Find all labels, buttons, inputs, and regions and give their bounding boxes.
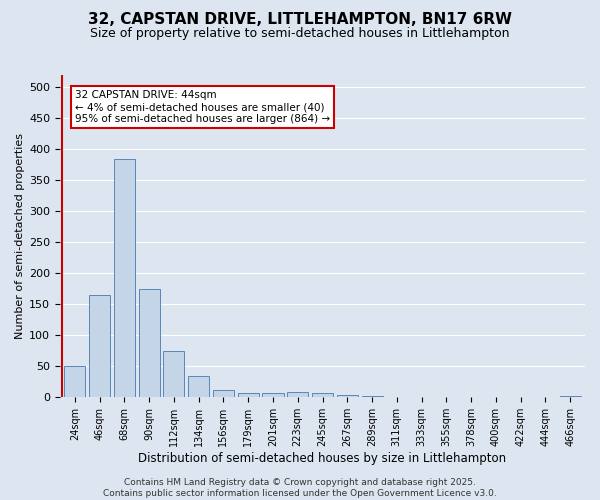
Bar <box>485 396 506 398</box>
Bar <box>213 390 234 398</box>
Text: 32 CAPSTAN DRIVE: 44sqm
← 4% of semi-detached houses are smaller (40)
95% of sem: 32 CAPSTAN DRIVE: 44sqm ← 4% of semi-det… <box>75 90 330 124</box>
Bar <box>461 396 482 398</box>
Text: Size of property relative to semi-detached houses in Littlehampton: Size of property relative to semi-detach… <box>90 28 510 40</box>
Bar <box>287 392 308 398</box>
Bar <box>64 366 85 398</box>
Bar <box>436 396 457 398</box>
Bar <box>535 396 556 398</box>
Text: Contains HM Land Registry data © Crown copyright and database right 2025.
Contai: Contains HM Land Registry data © Crown c… <box>103 478 497 498</box>
Bar <box>139 289 160 398</box>
Bar <box>188 376 209 398</box>
Y-axis label: Number of semi-detached properties: Number of semi-detached properties <box>15 133 25 339</box>
Bar <box>560 396 581 398</box>
Bar <box>262 393 284 398</box>
Text: 32, CAPSTAN DRIVE, LITTLEHAMPTON, BN17 6RW: 32, CAPSTAN DRIVE, LITTLEHAMPTON, BN17 6… <box>88 12 512 28</box>
Bar <box>312 393 333 398</box>
Bar <box>386 396 407 398</box>
Bar <box>163 351 184 398</box>
Bar <box>337 396 358 398</box>
Bar <box>114 158 135 398</box>
Bar <box>411 396 432 398</box>
Bar <box>362 396 383 398</box>
Bar <box>89 295 110 398</box>
Bar <box>510 396 531 398</box>
X-axis label: Distribution of semi-detached houses by size in Littlehampton: Distribution of semi-detached houses by … <box>139 452 506 465</box>
Bar <box>238 393 259 398</box>
